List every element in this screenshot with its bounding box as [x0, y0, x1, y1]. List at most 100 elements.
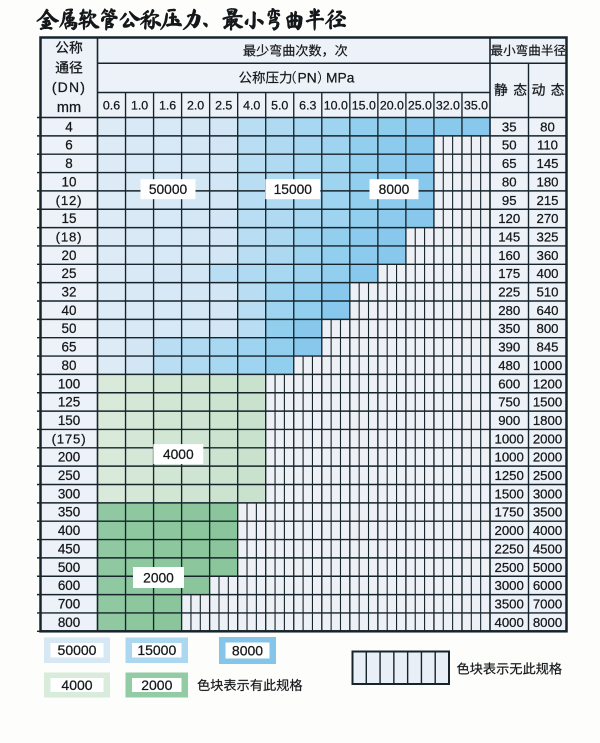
svg-text:180: 180 [536, 174, 558, 189]
svg-text:95: 95 [502, 193, 517, 208]
svg-text:1000: 1000 [533, 358, 562, 373]
svg-text:120: 120 [498, 211, 520, 226]
svg-text:390: 390 [498, 340, 520, 355]
svg-text:4500: 4500 [533, 541, 562, 556]
svg-text:6000: 6000 [533, 578, 562, 593]
svg-text:175: 175 [498, 266, 520, 281]
svg-text:50: 50 [62, 321, 77, 336]
svg-text:2000: 2000 [533, 431, 562, 446]
svg-text:145: 145 [498, 230, 520, 245]
svg-text:6.3: 6.3 [299, 98, 316, 112]
svg-text:1000: 1000 [495, 450, 524, 465]
svg-text:0.6: 0.6 [103, 98, 120, 112]
svg-text:800: 800 [536, 321, 558, 336]
svg-text:845: 845 [536, 340, 558, 355]
svg-text:2.5: 2.5 [215, 98, 232, 112]
svg-text:50: 50 [502, 138, 517, 153]
svg-text:4000: 4000 [61, 677, 92, 693]
svg-text:750: 750 [498, 395, 520, 410]
svg-text:500: 500 [58, 560, 80, 575]
svg-text:1500: 1500 [533, 395, 562, 410]
svg-text:65: 65 [62, 340, 77, 355]
svg-text:5.0: 5.0 [271, 98, 288, 112]
svg-text:200: 200 [58, 450, 80, 465]
svg-text:400: 400 [58, 523, 80, 538]
svg-text:8000: 8000 [533, 615, 562, 630]
svg-text:100: 100 [58, 376, 80, 391]
svg-text:1750: 1750 [495, 505, 524, 520]
svg-text:15.0: 15.0 [352, 98, 376, 112]
svg-text:2500: 2500 [495, 560, 524, 575]
svg-text:450: 450 [58, 541, 80, 556]
svg-text:80: 80 [62, 358, 77, 373]
svg-text:25: 25 [62, 266, 77, 281]
svg-text:400: 400 [536, 266, 558, 281]
svg-text:6: 6 [65, 138, 72, 153]
svg-text:125: 125 [58, 395, 80, 410]
svg-text:(18): (18) [56, 230, 83, 245]
svg-text:(175): (175) [52, 431, 87, 446]
svg-text:20: 20 [62, 248, 77, 263]
svg-text:15: 15 [62, 211, 77, 226]
svg-text:700: 700 [58, 597, 80, 612]
svg-text:360: 360 [536, 248, 558, 263]
svg-text:1200: 1200 [533, 376, 562, 391]
svg-text:MPa: MPa [326, 71, 355, 86]
svg-text:4000: 4000 [533, 523, 562, 538]
svg-text:150: 150 [58, 413, 80, 428]
svg-text:5000: 5000 [533, 560, 562, 575]
svg-text:160: 160 [498, 248, 520, 263]
svg-text:3000: 3000 [495, 578, 524, 593]
svg-text:3500: 3500 [495, 597, 524, 612]
svg-text:35: 35 [502, 119, 517, 134]
svg-text:40: 40 [62, 303, 77, 318]
svg-text:1250: 1250 [495, 468, 524, 483]
svg-text:65: 65 [502, 156, 517, 171]
svg-text:300: 300 [58, 486, 80, 501]
svg-text:600: 600 [498, 376, 520, 391]
svg-text:15000: 15000 [274, 182, 313, 197]
svg-text:2.0: 2.0 [187, 98, 204, 112]
svg-text:35.0: 35.0 [464, 98, 488, 112]
svg-text:1500: 1500 [495, 486, 524, 501]
svg-text:1800: 1800 [533, 413, 562, 428]
svg-text:10.0: 10.0 [324, 98, 348, 112]
svg-text:4000: 4000 [163, 447, 194, 462]
svg-text:2000: 2000 [533, 450, 562, 465]
svg-text:8: 8 [65, 156, 72, 171]
svg-text:10: 10 [62, 174, 77, 189]
svg-text:250: 250 [58, 468, 80, 483]
svg-text:1000: 1000 [495, 431, 524, 446]
svg-text:480: 480 [498, 358, 520, 373]
svg-text:510: 510 [536, 285, 558, 300]
svg-text:25.0: 25.0 [408, 98, 432, 112]
svg-text:4: 4 [65, 119, 73, 134]
svg-text:600: 600 [58, 578, 80, 593]
svg-text:PN: PN [298, 71, 317, 86]
svg-text:2250: 2250 [495, 541, 524, 556]
svg-text:1.0: 1.0 [131, 98, 148, 112]
svg-text:640: 640 [536, 303, 558, 318]
svg-text:50000: 50000 [58, 642, 97, 658]
svg-text:3500: 3500 [533, 505, 562, 520]
svg-text:7000: 7000 [533, 597, 562, 612]
svg-text:4000: 4000 [495, 615, 524, 630]
svg-text:80: 80 [540, 119, 555, 134]
svg-text:(DN): (DN) [52, 79, 86, 95]
svg-text:900: 900 [498, 413, 520, 428]
svg-text:225: 225 [498, 285, 520, 300]
svg-text:800: 800 [58, 615, 80, 630]
svg-text:32: 32 [62, 285, 77, 300]
svg-text:4.0: 4.0 [243, 98, 260, 112]
svg-text:32.0: 32.0 [436, 98, 460, 112]
svg-text:270: 270 [536, 211, 558, 226]
svg-text:145: 145 [536, 156, 558, 171]
svg-text:(12): (12) [56, 193, 83, 208]
svg-text:50000: 50000 [149, 182, 188, 197]
svg-text:3000: 3000 [533, 486, 562, 501]
svg-text:2000: 2000 [495, 523, 524, 538]
svg-text:mm: mm [57, 100, 81, 116]
svg-text:8000: 8000 [379, 182, 410, 197]
svg-text:2500: 2500 [533, 468, 562, 483]
svg-text:15000: 15000 [137, 642, 176, 658]
